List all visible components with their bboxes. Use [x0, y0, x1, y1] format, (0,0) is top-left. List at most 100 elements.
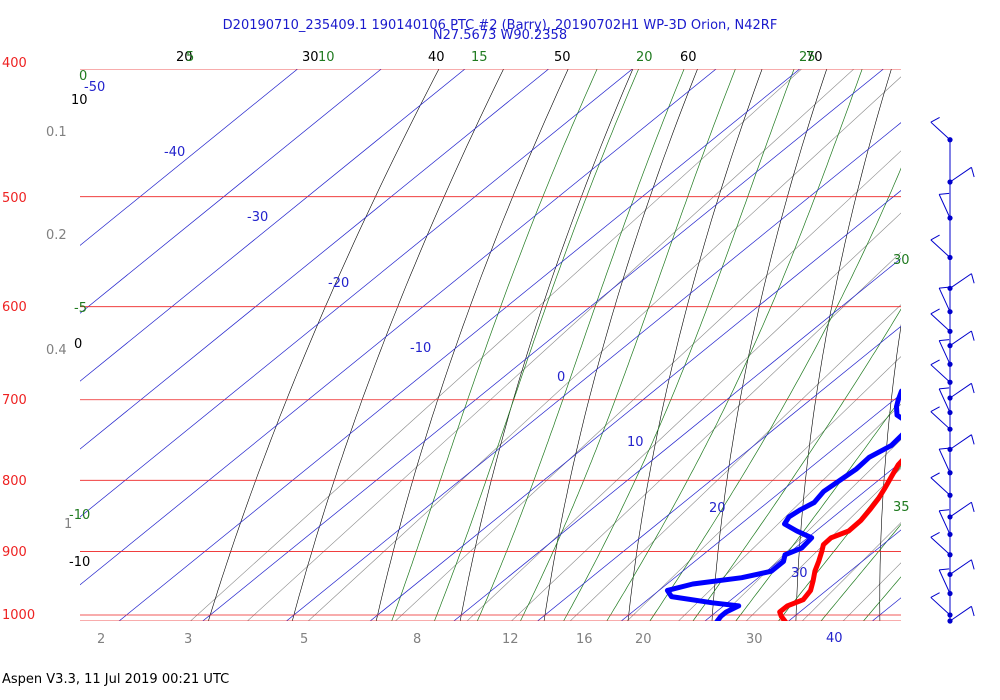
mixing-ratio-label: 0.1 — [46, 125, 67, 140]
mixing-ratio-line — [745, 467, 901, 621]
wind-barb-flag — [930, 234, 940, 241]
wind-barb-flag — [970, 330, 975, 341]
wind-barb-flag — [970, 606, 975, 617]
wind-barb — [930, 536, 951, 556]
dry-adiabat-line — [208, 69, 440, 621]
wind-barb — [949, 501, 972, 518]
wind-barb-flag — [930, 359, 940, 366]
wind-barb-flag — [930, 472, 940, 479]
moist-adiabat-line — [563, 69, 795, 621]
temperature-line — [777, 458, 901, 621]
isotherm-label: 20 — [709, 501, 726, 516]
dry-adiabat-label: 70 — [806, 50, 823, 65]
isotherm-label: 10 — [627, 435, 644, 450]
dry-adiabat-line — [543, 69, 698, 621]
wind-barb — [938, 569, 951, 594]
wind-barb — [930, 364, 951, 383]
moist-adiabat-line — [520, 69, 736, 621]
wind-barb-flag — [970, 434, 975, 445]
wind-barb — [930, 121, 951, 141]
wind-barb — [930, 313, 951, 332]
wind-barb — [938, 287, 951, 312]
dry-adiabat-line — [879, 323, 901, 621]
wind-barb-flag — [930, 116, 940, 123]
isotherm-label: -20 — [328, 276, 349, 291]
mixing-ratio-label: 20 — [635, 632, 652, 647]
isotherm-line — [80, 69, 382, 314]
sounding-profiles — [664, 388, 901, 621]
moist-adiabat-label: 25 — [799, 50, 816, 65]
dry-adiabat-line — [627, 69, 763, 621]
pressure-tick-label: 600 — [2, 300, 27, 315]
isotherm-line — [80, 69, 550, 450]
moist-adiabat-line — [434, 69, 639, 621]
dry-adiabat-label: 30 — [302, 50, 319, 65]
mixing-ratio-label: 0.2 — [46, 228, 67, 243]
mixing-ratio-label: 12 — [502, 632, 519, 647]
wind-barb — [930, 597, 951, 616]
dry-adiabat-label: 20 — [176, 50, 193, 65]
axis-labels: 4005006007008009001000-50-40-30-20-10010… — [2, 50, 910, 647]
moist-adiabat-line — [735, 397, 901, 621]
dry-adiabat-line — [711, 69, 828, 621]
moist-adiabat-line — [391, 69, 598, 621]
isotherm-label: 40 — [826, 631, 843, 646]
isotherm-label: -10 — [410, 341, 431, 356]
chart-title: D20190710_235409.1 190140106 PTC #2 (Bar… — [222, 18, 778, 33]
isotherm-line — [202, 69, 884, 621]
moist-adiabat-label: 20 — [636, 50, 653, 65]
dry-adiabat-label: -10 — [69, 555, 90, 570]
isotherm-line — [871, 597, 901, 621]
mixing-ratio-line — [466, 212, 901, 621]
wind-barb-flag — [939, 568, 950, 571]
chart-grid — [80, 69, 901, 621]
moist-adiabat-line — [692, 308, 901, 621]
pressure-tick-label: 400 — [2, 56, 27, 71]
mixing-ratio-label: 16 — [576, 632, 593, 647]
wind-barb-flag — [939, 192, 950, 195]
dry-adiabat-label: 60 — [680, 50, 697, 65]
wind-barb — [949, 330, 972, 347]
dry-adiabat-label: 10 — [71, 93, 88, 108]
mixing-ratio-line — [626, 356, 901, 621]
mixing-ratio-line — [394, 150, 901, 621]
moist-adiabat-label: -5 — [74, 301, 87, 316]
chart-subtitle: N27.5673 W90.2358 — [432, 28, 568, 43]
pressure-tick-label: 800 — [2, 474, 27, 489]
mixing-ratio-label: 5 — [300, 632, 308, 647]
mixing-ratio-label: 1 — [64, 517, 72, 532]
wind-barb — [938, 510, 951, 535]
mixing-ratio-line — [715, 439, 901, 621]
isotherm-line — [118, 69, 801, 621]
wind-barb-flag — [930, 406, 940, 413]
wind-barb-flag — [939, 509, 950, 512]
wind-barb-flag — [970, 559, 975, 570]
wind-barb-flag — [970, 273, 975, 284]
moist-adiabat-label: 15 — [471, 50, 488, 65]
wind-barb — [949, 605, 972, 622]
isotherm-line — [369, 190, 901, 621]
wind-barb — [949, 434, 972, 450]
wind-barb — [938, 448, 951, 473]
dry-adiabat-line — [375, 69, 569, 621]
mixing-ratio-label: 3 — [184, 632, 192, 647]
isotherm-line — [80, 69, 633, 518]
wind-barb — [938, 194, 951, 219]
dry-adiabat-line — [795, 69, 892, 621]
wind-barb-flag — [939, 387, 950, 390]
moist-adiabat-label: 0 — [79, 69, 87, 84]
dry-adiabat-label: 50 — [554, 50, 571, 65]
isotherm-line — [285, 122, 901, 621]
wind-barb-flag — [970, 383, 975, 394]
isotherm-label: 0 — [557, 370, 565, 385]
pressure-tick-label: 1000 — [2, 608, 35, 623]
moist-adiabat-label: 10 — [318, 50, 335, 65]
moist-adiabat-label: 5 — [186, 50, 194, 65]
moist-adiabat-line — [476, 69, 685, 621]
mixing-ratio-line — [190, 69, 803, 621]
wind-barb-flag — [939, 286, 950, 289]
isotherm-line — [453, 257, 901, 621]
pressure-tick-label: 900 — [2, 545, 27, 560]
moist-adiabat-line — [606, 69, 863, 621]
